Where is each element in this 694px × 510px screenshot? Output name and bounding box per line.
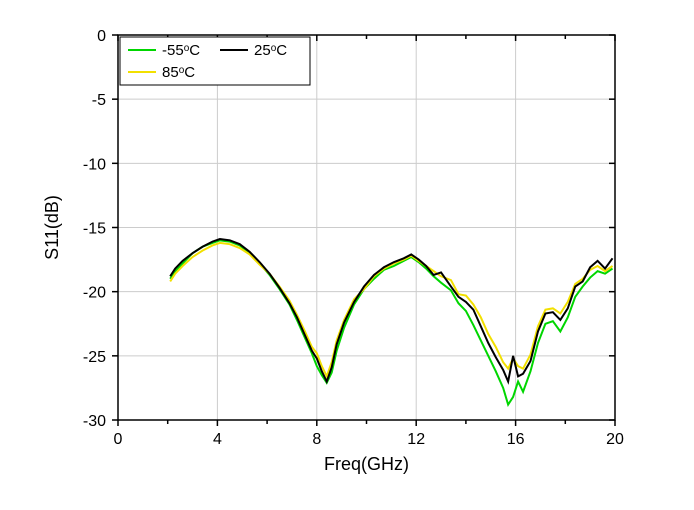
x-tick-label: 12 xyxy=(407,431,425,448)
line-chart: 0 4 8 12 16 20 -30 -25 -20 -15 -10 -5 0 Freq(GHz) S11(… xyxy=(0,0,694,510)
legend-label: 25oC xyxy=(254,42,287,59)
y-tick-label: -15 xyxy=(83,221,106,238)
chart-container: 0 4 8 12 16 20 -30 -25 -20 -15 -10 -5 0 Freq(GHz) S11(… xyxy=(0,0,694,510)
y-tick-label: -10 xyxy=(83,156,106,173)
x-tick-label: 8 xyxy=(312,431,321,448)
x-tick-label: 16 xyxy=(507,431,525,448)
y-tick-label: -20 xyxy=(83,285,106,302)
x-tick-label: 20 xyxy=(606,431,624,448)
x-tick-label: 0 xyxy=(114,431,123,448)
legend-label: -55oC xyxy=(162,42,200,59)
y-tick-label: -30 xyxy=(83,413,106,430)
y-axis-label: S11(dB) xyxy=(42,195,62,260)
y-tick-label: -5 xyxy=(92,92,106,109)
y-tick-label: -25 xyxy=(83,349,106,366)
x-tick-label: 4 xyxy=(213,431,222,448)
y-tick-label: 0 xyxy=(97,28,106,45)
x-axis-label: Freq(GHz) xyxy=(324,454,409,474)
legend-label: 85oC xyxy=(162,64,195,81)
